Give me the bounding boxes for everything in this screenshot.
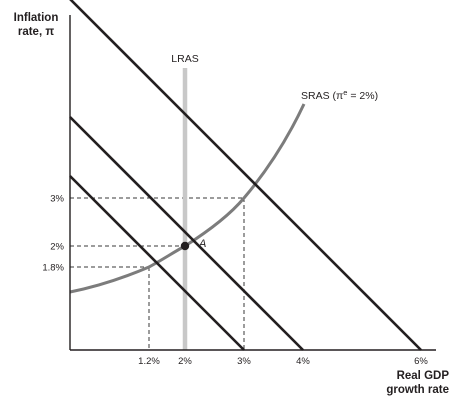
x-axis-title-line2: growth rate xyxy=(386,384,449,396)
y-tick-label: 3% xyxy=(50,194,64,205)
sras-label: SRAS (πe = 2%) xyxy=(301,88,378,103)
x-tick-label: 4% xyxy=(296,356,310,367)
dashed-guides xyxy=(70,197,245,350)
ad-line-3 xyxy=(69,0,422,351)
ad-lines xyxy=(69,0,422,351)
y-axis-title-line1: Inflation xyxy=(14,12,59,24)
x-tick-label: 2% xyxy=(178,356,192,367)
x-tick-label: 6% xyxy=(414,356,428,367)
y-tick-label: 1.8% xyxy=(42,263,64,274)
y-tick-label: 2% xyxy=(50,242,64,253)
ad-line-1 xyxy=(69,175,245,351)
point-a-label: A xyxy=(198,238,206,250)
ad-line-2 xyxy=(69,116,304,351)
equilibrium-point-a xyxy=(180,241,190,251)
x-tick-label: 3% xyxy=(237,356,251,367)
x-axis-title-line1: Real GDP xyxy=(397,370,450,382)
y-tick-labels: 3% 2% 1.8% xyxy=(42,194,64,274)
lras-label: LRAS xyxy=(171,53,198,65)
x-tick-label: 1.2% xyxy=(138,356,160,367)
y-axis-title-line2: rate, π xyxy=(18,26,54,38)
x-tick-labels: 1.2% 2% 3% 4% 6% xyxy=(138,356,428,367)
